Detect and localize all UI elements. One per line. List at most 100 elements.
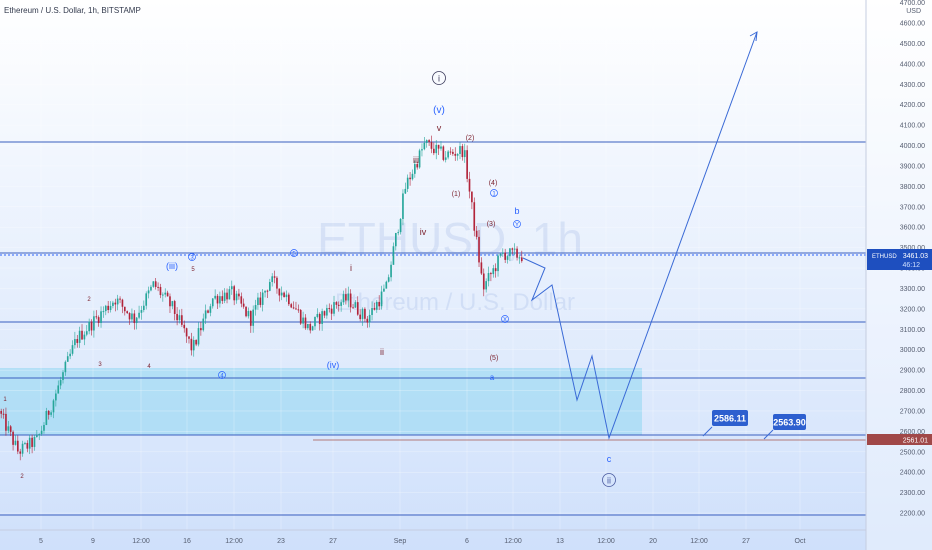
- candle-body: [454, 153, 457, 156]
- candle-body: [254, 305, 257, 310]
- candle-body: [304, 317, 307, 329]
- candle-body: [511, 248, 514, 250]
- candle-body: [473, 202, 476, 231]
- candle-body: [326, 308, 328, 316]
- watermark-ticker: ETHUSD, 1h: [317, 213, 583, 265]
- price-tick-label: 3700.00: [900, 204, 925, 211]
- candle-body: [78, 330, 81, 343]
- wave-circle-x: [501, 315, 509, 323]
- price-tick-label: 3800.00: [900, 184, 925, 191]
- candle-body: [299, 309, 302, 324]
- candle-body: [31, 437, 33, 447]
- candle-body: [368, 314, 371, 323]
- candle-body: [504, 252, 507, 260]
- candle-body: [181, 315, 183, 325]
- candle-body: [221, 296, 224, 301]
- candle-body: [173, 301, 176, 314]
- candle-body: [316, 313, 319, 317]
- current-price-tag[interactable]: [867, 249, 932, 270]
- candle-body: [383, 288, 385, 292]
- candle-body: [480, 262, 483, 274]
- price-tick-label: 4200.00: [900, 102, 925, 109]
- wave-label-5-small: 5: [191, 267, 195, 273]
- candle-body: [399, 218, 402, 233]
- candle-body: [302, 317, 304, 324]
- price-tick-label: 2200.00: [900, 511, 925, 518]
- candle-body: [5, 413, 7, 431]
- callout-box-2[interactable]: [773, 414, 806, 430]
- wave-label-circled-y: Y: [513, 220, 521, 228]
- candle-body: [109, 305, 112, 311]
- candle-body: [211, 298, 214, 307]
- time-axis[interactable]: 5 9 12:00 16 12:00 23 27 Sep 6 12:00 13 12:00 20 12:0…: [0, 529, 866, 545]
- symbol-title[interactable]: Ethereum / U.S. Dollar, 1h, BITSTAMP: [4, 6, 141, 15]
- candle-body: [185, 328, 188, 337]
- price-tick-label: 3000.00: [900, 347, 925, 354]
- candle-body: [83, 334, 86, 340]
- candle-body: [494, 268, 497, 272]
- candle-body: [192, 340, 195, 351]
- candle-body: [219, 296, 221, 304]
- candle-body: [471, 191, 473, 203]
- wave-label-text: 3: [190, 255, 194, 261]
- candle-body: [245, 306, 247, 317]
- candle-body: [359, 314, 361, 320]
- time-tick-label: 23: [277, 538, 285, 545]
- candle-body: [233, 286, 235, 301]
- candle-body: [38, 434, 41, 436]
- candle-body: [128, 313, 131, 320]
- wave-label-iii-paren: (iii): [166, 261, 178, 271]
- candle-body: [404, 188, 407, 194]
- wave-label-2-paren: (2): [466, 135, 475, 142]
- price-tick-label: 3900.00: [900, 163, 925, 170]
- candle-body: [518, 257, 521, 259]
- candle-body: [121, 299, 124, 307]
- wave-projection-path[interactable]: [522, 31, 758, 440]
- wave-circle-i: [432, 71, 446, 85]
- level-price-tag[interactable]: [867, 434, 932, 445]
- time-tick-label: 20: [649, 538, 657, 545]
- candle-body: [371, 308, 373, 315]
- candle-body: [0, 410, 3, 414]
- candle-body: [209, 306, 212, 313]
- wave-label-circled-4: 4: [218, 371, 226, 379]
- candle-body: [238, 293, 240, 297]
- candle-body: [337, 304, 340, 306]
- candle-body: [162, 294, 164, 296]
- candle-body: [197, 328, 200, 345]
- time-tick-label: 6: [465, 538, 469, 545]
- time-tick-label: 12:00: [597, 538, 615, 545]
- candle-body: [164, 292, 167, 295]
- candle-body: [230, 286, 233, 290]
- candle-body: [36, 435, 38, 437]
- candle-body: [131, 313, 133, 320]
- price-tick-label: 2600.00: [900, 429, 925, 436]
- price-tick-label: 4600.00: [900, 21, 925, 28]
- candle-body: [318, 313, 321, 324]
- callout-box-1[interactable]: [712, 410, 748, 426]
- candle-body: [373, 308, 376, 310]
- candle-body: [321, 311, 323, 324]
- candle-body: [354, 302, 357, 308]
- candle-body: [456, 153, 459, 156]
- candle-body: [444, 157, 447, 160]
- candle-body: [378, 301, 381, 307]
- price-axis[interactable]: 4700.00 USD 4600.00 4500.00 4400.00 4300.00…: [865, 0, 932, 550]
- candle-body: [228, 289, 231, 300]
- candle-body: [116, 298, 119, 305]
- candle-body: [12, 431, 14, 445]
- price-tick-label: 2400.00: [900, 470, 925, 477]
- candle-body: [190, 338, 193, 351]
- candle-body: [24, 442, 26, 444]
- candle-body: [440, 146, 442, 149]
- candle-body: [288, 294, 290, 305]
- wave-circle-1: [490, 189, 498, 197]
- candle-body: [157, 286, 159, 288]
- candle-body: [290, 304, 293, 308]
- candle-body: [366, 318, 369, 323]
- candle-body: [247, 311, 250, 317]
- candle-body: [487, 273, 490, 282]
- candle-body: [240, 296, 243, 304]
- candle-body: [385, 281, 388, 289]
